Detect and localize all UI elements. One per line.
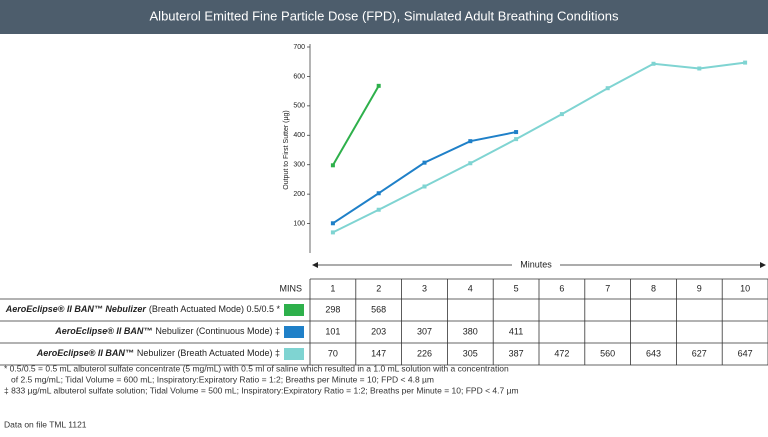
y-tick-label: 500 <box>293 103 305 110</box>
title-bar <box>0 0 768 34</box>
table-value: 411 <box>509 326 523 336</box>
x-tick-label: 7 <box>605 283 610 293</box>
point <box>330 230 335 235</box>
table-value: 298 <box>325 304 340 314</box>
x-axis-label: Minutes <box>520 259 552 269</box>
point <box>376 191 381 196</box>
point <box>514 137 519 142</box>
legend-label: AeroEclipse® II BAN™ Nebulizer (Breath Ac… <box>5 304 281 314</box>
point <box>743 60 748 65</box>
point <box>330 221 335 226</box>
legend-swatch <box>284 348 304 360</box>
point <box>605 86 610 91</box>
point <box>422 160 427 165</box>
table-value: 472 <box>554 348 569 358</box>
x-tick-label: 4 <box>468 283 473 293</box>
x-tick-label: 2 <box>376 283 381 293</box>
legend-detail: (Breath Actuated Mode) 0.5/0.5 * <box>149 304 281 314</box>
table-value: 226 <box>417 348 432 358</box>
source: Data on file TML 1121 <box>4 419 87 429</box>
point <box>651 61 656 66</box>
table-value: 305 <box>463 348 478 358</box>
table-value: 568 <box>371 304 386 314</box>
series-line <box>332 61 746 234</box>
point <box>514 130 519 135</box>
x-tick-label: 1 <box>330 283 335 293</box>
legend-swatch <box>284 304 304 316</box>
legend-name: AeroEclipse® II BAN™ Nebulizer <box>5 304 147 314</box>
y-tick-label: 700 <box>293 44 305 51</box>
legend-label: AeroEclipse® II BAN™ Nebulizer (Continuou… <box>54 326 280 336</box>
x-tick-label: 5 <box>514 283 519 293</box>
table-value: 203 <box>371 326 386 336</box>
table-value: 147 <box>371 348 386 358</box>
table-value: 560 <box>600 348 615 358</box>
point <box>422 184 427 189</box>
footnote: * 0.5/0.5 = 0.5 mL albuterol sulfate con… <box>4 363 509 373</box>
table-value: 627 <box>692 348 707 358</box>
table-value: 101 <box>325 326 340 336</box>
legend-swatch <box>284 326 304 338</box>
legend-name: AeroEclipse® II BAN™ <box>36 348 134 358</box>
y-tick-label: 400 <box>293 132 305 139</box>
table-value: 380 <box>463 326 478 336</box>
label-bg <box>512 259 560 271</box>
y-tick-label: 200 <box>293 191 305 198</box>
x-tick-label: 10 <box>740 283 750 293</box>
y-axis-label: Output to First Sutter (µg) <box>283 110 290 190</box>
x-tick-label: 3 <box>422 283 427 293</box>
series-line <box>332 131 517 225</box>
table-value: 307 <box>417 326 432 336</box>
legend-name: AeroEclipse® II BAN™ <box>54 326 152 336</box>
table-header: MINS <box>280 283 303 293</box>
point <box>330 163 335 168</box>
series-line <box>332 85 380 166</box>
footnote: ‡ 833 µg/mL albuterol sulfate solution; … <box>4 385 519 395</box>
point <box>376 207 381 212</box>
point <box>697 66 702 71</box>
legend-detail: Nebulizer (Breath Actuated Mode) ‡ <box>137 348 280 358</box>
table-value: 387 <box>509 348 524 358</box>
point <box>559 112 564 117</box>
point <box>376 83 381 88</box>
legend-detail: Nebulizer (Continuous Mode) ‡ <box>155 326 280 336</box>
y-tick-label: 100 <box>293 220 305 227</box>
x-tick-label: 9 <box>697 283 702 293</box>
point <box>468 139 473 144</box>
table-value: 643 <box>646 348 661 358</box>
y-tick-label: 600 <box>293 73 305 80</box>
footnote: of 2.5 mg/mL; Tidal Volume = 600 mL; Ins… <box>11 374 434 384</box>
table-value: 70 <box>328 348 338 358</box>
y-tick-label: 300 <box>293 162 305 169</box>
chart-title: Albuterol Emitted Fine Particle Dose (FP… <box>150 8 619 23</box>
table-value: 647 <box>738 348 753 358</box>
point <box>468 161 473 166</box>
legend-label: AeroEclipse® II BAN™ Nebulizer (Breath Ac… <box>36 348 280 358</box>
x-tick-label: 8 <box>651 283 656 293</box>
x-tick-label: 6 <box>559 283 564 293</box>
